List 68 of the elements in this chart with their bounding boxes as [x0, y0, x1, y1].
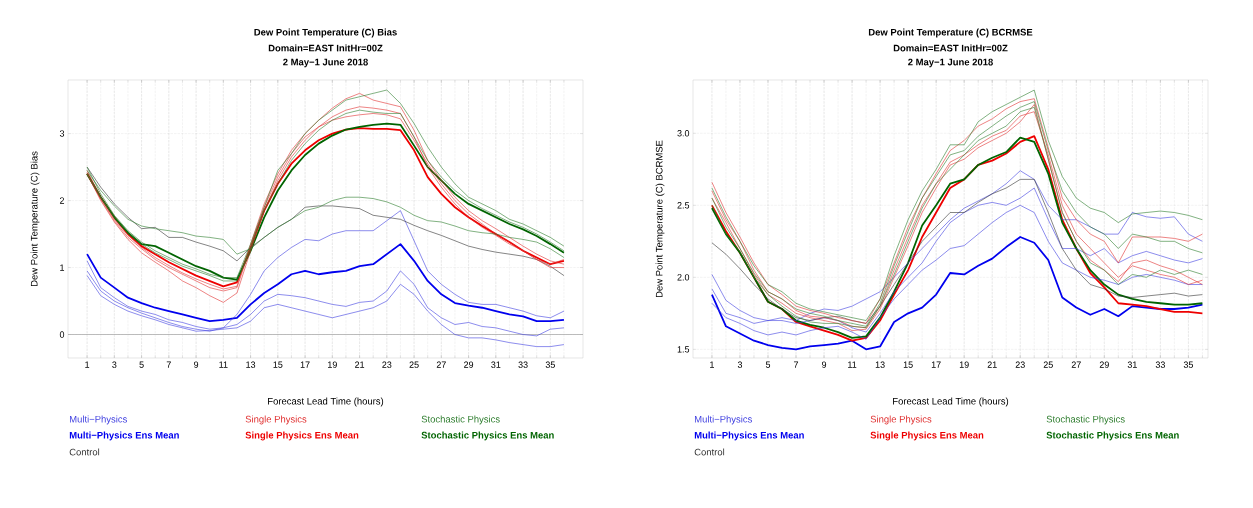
x-tick-label: 19 [959, 361, 969, 368]
x-tick-label: 13 [246, 361, 256, 368]
y-tick-label: 1 [60, 264, 65, 271]
text: Multi−Physics [69, 415, 127, 425]
x-tick-label: 11 [848, 361, 857, 368]
chart-title: Dew Point Temperature (C) Bias [254, 28, 397, 38]
y-tick-label: 2.0 [677, 274, 690, 281]
x-axis-title: Forecast Lead Time (hours) [893, 397, 1009, 407]
y-tick-label: 2.5 [677, 202, 690, 209]
text: Control [694, 448, 725, 456]
x-tick-label: 1 [710, 361, 714, 368]
x-tick-label: 19 [328, 361, 337, 368]
x-tick-label: 17 [300, 361, 310, 368]
y-axis-title: Dew Point Temperature (C) BCRMSE [655, 140, 665, 298]
chart-subtitle: Domain=EAST InitHr=00Z [893, 44, 1008, 52]
chart-subtitle: Domain=EAST InitHr=00Z [268, 44, 383, 52]
x-tick-label: 5 [765, 361, 771, 368]
text: Single Physics [870, 415, 932, 425]
x-tick-label: 7 [166, 361, 171, 368]
x-tick-label: 11 [219, 361, 228, 368]
text: Single Physics Ens Mean [870, 431, 984, 441]
x-tick-label: 3 [737, 361, 743, 368]
y-tick-label: 0 [59, 331, 65, 338]
x-tick-label: 3 [112, 361, 117, 368]
y-tick-label: 3.0 [677, 130, 690, 137]
text: 2 May−1 June 2018 [283, 58, 368, 68]
text: Control [69, 448, 100, 456]
text: Multi−Physics Ens Mean [694, 431, 804, 441]
x-axis-title: Forecast Lead Time (hours) [268, 397, 384, 407]
y-tick-label: 3 [59, 130, 65, 137]
x-tick-label: 17 [931, 361, 941, 368]
text: Stochastic Physics Ens Mean [1046, 431, 1179, 441]
x-tick-label: 35 [1183, 361, 1193, 368]
text: Multi−Physics [694, 415, 752, 425]
x-tick-label: 9 [821, 361, 827, 368]
x-tick-label: 31 [491, 361, 501, 368]
x-tick-label: 35 [545, 361, 555, 368]
y-tick-label: 2 [59, 197, 65, 204]
x-tick-label: 29 [1099, 361, 1109, 368]
text: Multi−Physics Ens Mean [69, 431, 179, 441]
x-tick-label: 15 [273, 361, 283, 368]
x-tick-label: 33 [1155, 361, 1165, 368]
x-tick-label: 27 [1071, 361, 1081, 368]
x-tick-label: 9 [194, 361, 199, 368]
x-tick-label: 21 [355, 361, 365, 368]
x-tick-label: 31 [1127, 361, 1137, 368]
x-tick-label: 5 [139, 361, 144, 368]
y-axis-title: Dew Point Temperature (C) Bias [30, 151, 40, 287]
x-tick-label: 25 [1043, 361, 1053, 368]
x-tick-label: 13 [875, 361, 885, 368]
text: 2 May−1 June 2018 [908, 58, 993, 68]
text: Stochastic Physics [1046, 415, 1125, 425]
y-tick-label: 1.5 [677, 346, 690, 353]
x-tick-label: 33 [518, 361, 528, 368]
x-tick-label: 1 [85, 361, 90, 368]
x-tick-label: 25 [409, 361, 419, 368]
text: Single Physics [245, 415, 307, 425]
x-tick-label: 23 [382, 361, 392, 368]
x-tick-label: 21 [987, 361, 997, 368]
x-tick-label: 15 [903, 361, 913, 368]
x-tick-label: 29 [464, 361, 474, 368]
x-tick-label: 27 [436, 361, 446, 368]
text: Single Physics Ens Mean [245, 431, 359, 441]
text: Stochastic Physics Ens Mean [421, 431, 554, 441]
chart-title: Dew Point Temperature (C) BCRMSE [868, 28, 1033, 38]
text: Stochastic Physics [421, 415, 500, 425]
x-tick-label: 23 [1015, 361, 1025, 368]
x-tick-label: 7 [793, 361, 799, 368]
